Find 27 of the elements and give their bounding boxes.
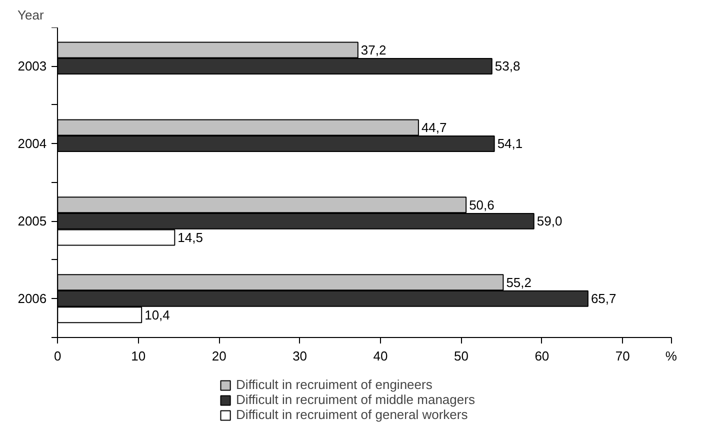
- data-label: 54,1: [497, 136, 523, 152]
- data-label: 50,6: [469, 197, 494, 212]
- y-tick-label: 2003: [18, 58, 47, 74]
- data-label: 10,4: [144, 307, 170, 322]
- x-tick-label: 20: [212, 348, 226, 364]
- x-axis-title: %: [665, 348, 678, 364]
- data-label: 44,7: [421, 120, 447, 135]
- x-tick-label: 30: [292, 348, 308, 364]
- x-tick-label: 10: [131, 348, 146, 364]
- data-label: 55,2: [506, 274, 532, 290]
- x-tick-label: 0: [54, 348, 62, 364]
- data-label: 53,8: [494, 58, 520, 74]
- x-tick-label: 70: [615, 348, 630, 364]
- legend-label: Difficult in recruiment of engineers: [236, 377, 432, 392]
- x-tick-label: 40: [373, 348, 388, 364]
- y-tick-label: 2005: [18, 214, 47, 229]
- legend-label: Difficult in recruiment of middle managers: [236, 392, 475, 407]
- data-label: 37,2: [360, 42, 386, 58]
- data-label: 65,7: [590, 291, 616, 306]
- y-tick-label: 2004: [18, 136, 47, 152]
- legend-label: Difficult in recruiment of general workers: [236, 407, 468, 422]
- y-tick-label: 2006: [18, 291, 47, 306]
- x-tick-label: 60: [534, 348, 550, 364]
- y-axis-title: Year: [18, 8, 44, 22]
- data-label: 59,0: [536, 214, 562, 229]
- data-label: 14,5: [178, 230, 203, 245]
- x-tick-label: 50: [454, 348, 468, 364]
